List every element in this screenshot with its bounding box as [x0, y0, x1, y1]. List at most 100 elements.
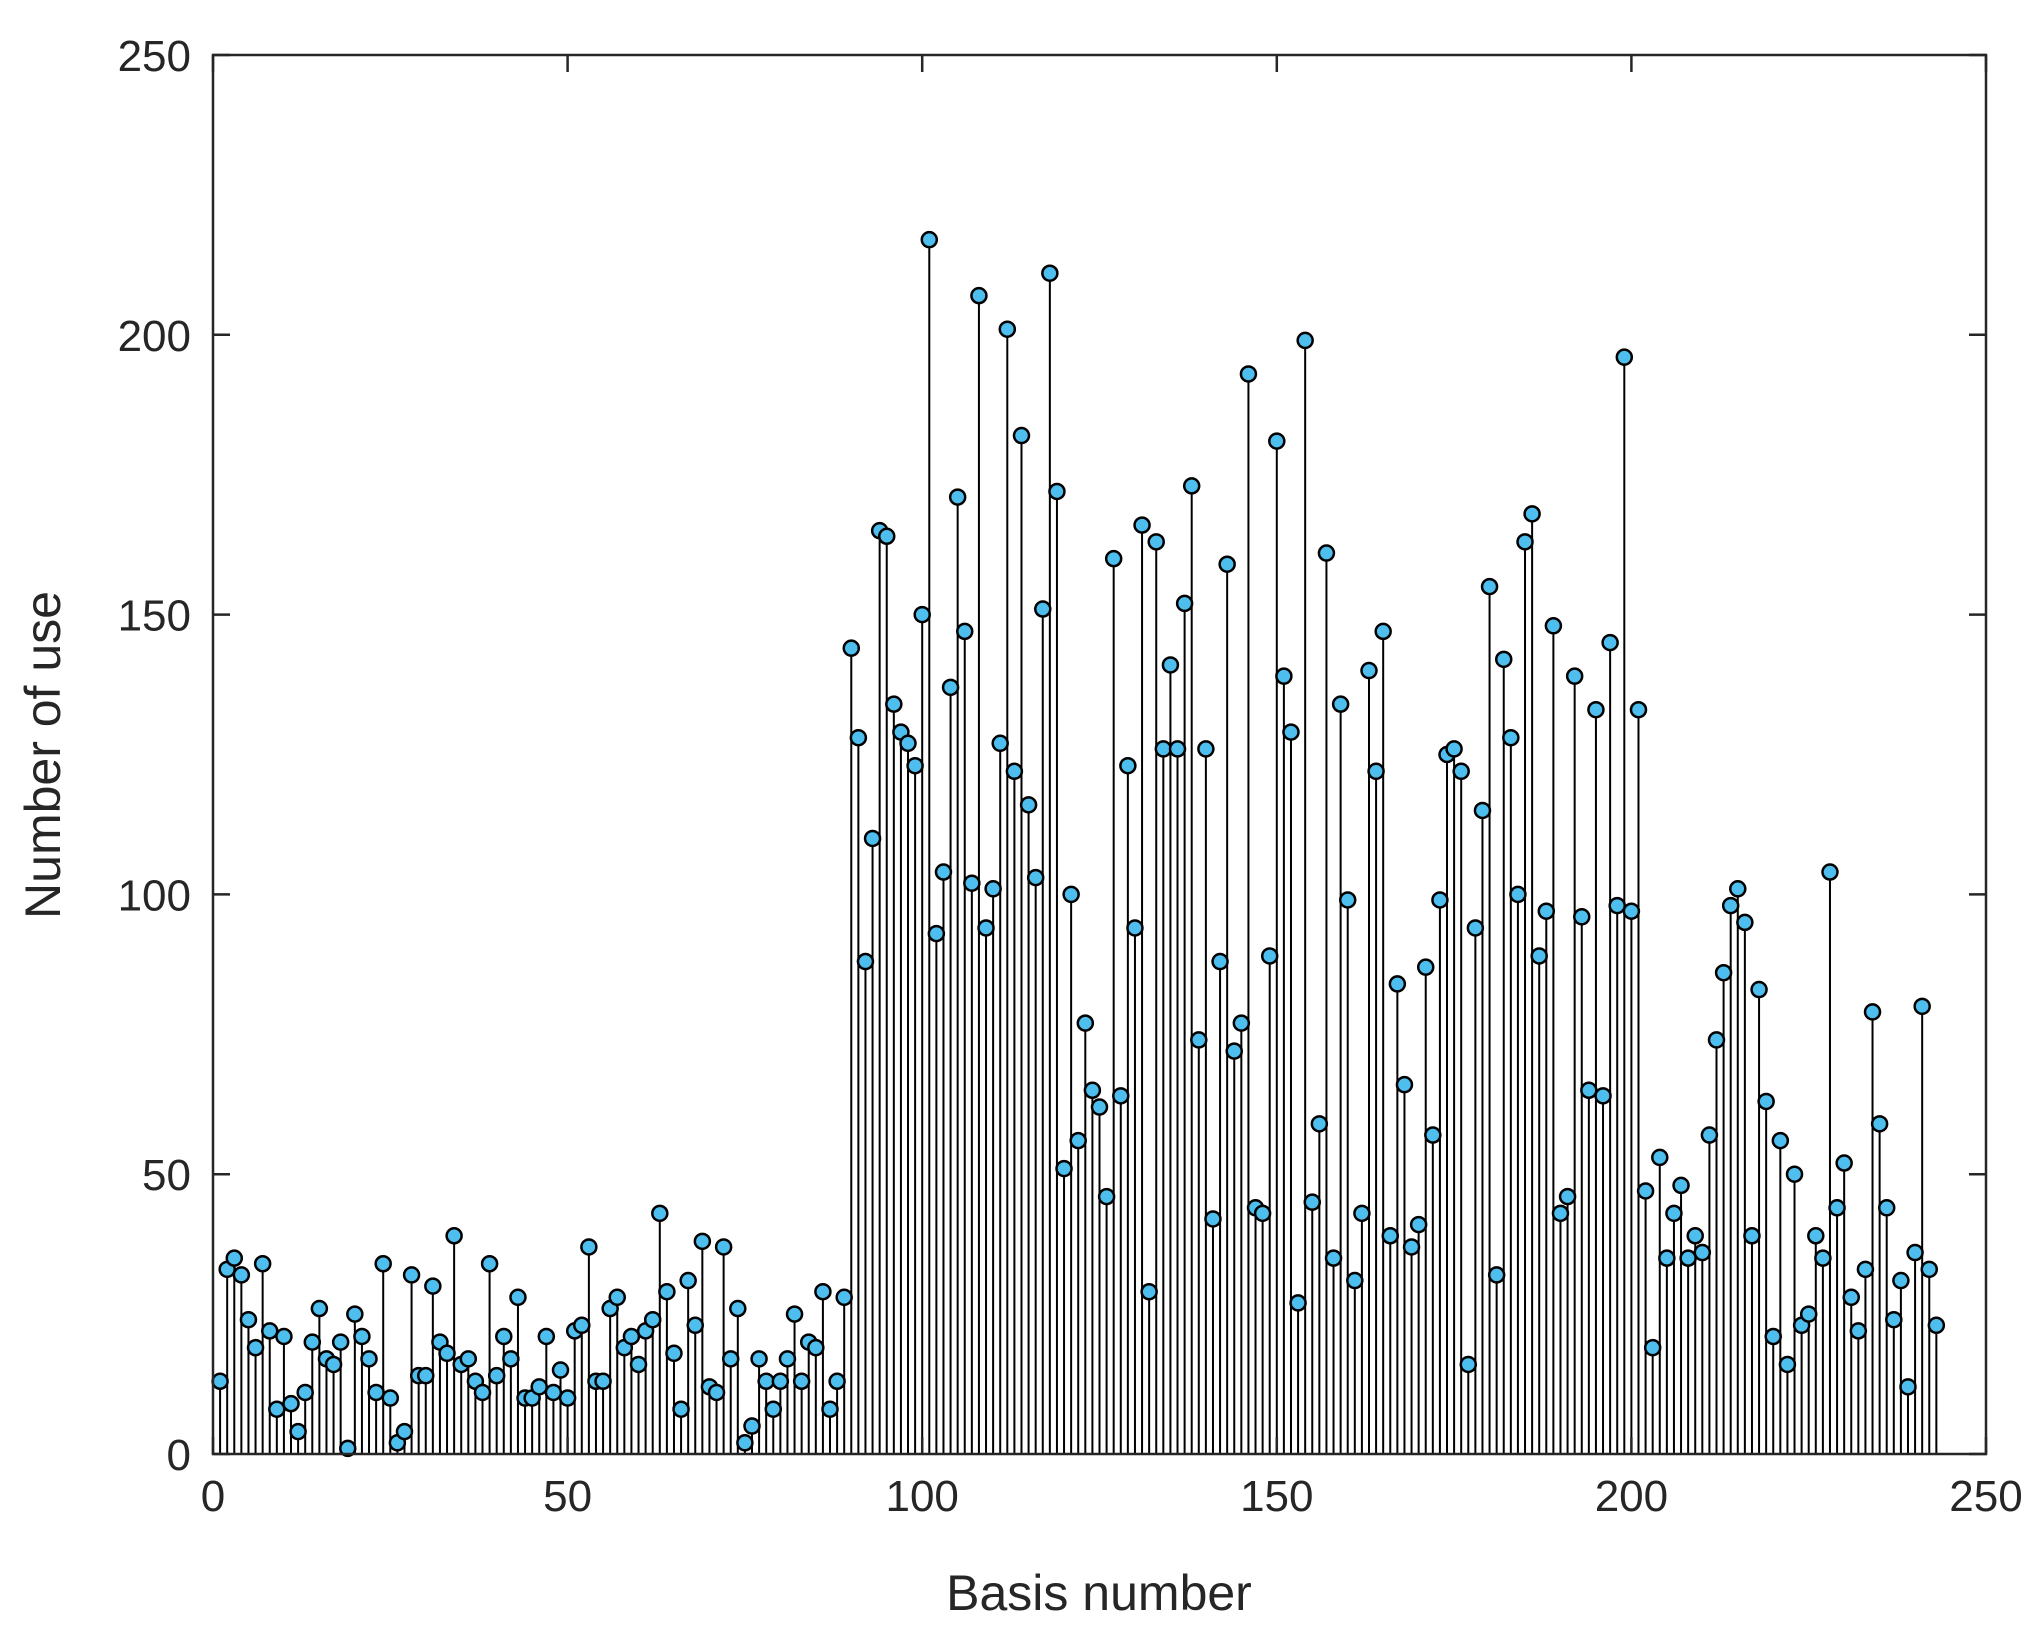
- stem-marker: [509, 1288, 527, 1307]
- stem-marker: [963, 874, 981, 892]
- stem-marker: [750, 1350, 768, 1368]
- stem-marker: [1069, 1131, 1087, 1150]
- stem-marker: [1615, 348, 1634, 366]
- stem-marker: [225, 1249, 244, 1267]
- stem-marker: [1402, 1238, 1421, 1256]
- y-tick-label: 150: [118, 592, 191, 641]
- stem-marker: [1260, 947, 1279, 965]
- stem-marker: [1076, 1014, 1095, 1032]
- y-tick-label: 100: [118, 871, 191, 920]
- stem-marker: [1012, 426, 1031, 445]
- stem-marker: [1034, 600, 1052, 618]
- stem-marker: [1204, 1210, 1222, 1228]
- stem-marker: [232, 1266, 251, 1284]
- stem-marker: [346, 1305, 364, 1323]
- stem-marker: [1381, 1227, 1400, 1245]
- stem-marker: [1480, 577, 1499, 596]
- stem-series: [219, 239, 1938, 1454]
- stem-marker: [821, 1400, 839, 1418]
- stem-marker: [1346, 1271, 1364, 1290]
- stem-marker: [877, 527, 896, 546]
- stem-marker: [1331, 695, 1350, 713]
- stem-marker: [984, 880, 1002, 898]
- stem-marker: [1289, 1294, 1307, 1312]
- stem-marker: [1487, 1266, 1506, 1284]
- stem-marker: [778, 1350, 797, 1368]
- stem-marker: [1182, 477, 1201, 495]
- stem-marker: [1360, 661, 1378, 680]
- stem-marker: [665, 1344, 683, 1363]
- tick-marks: [211, 53, 1988, 1456]
- stem-marker: [1679, 1249, 1697, 1267]
- stem-marker: [1466, 919, 1485, 937]
- stem-marker: [1218, 555, 1236, 573]
- stem-marker: [1636, 1182, 1655, 1200]
- stem-marker: [1714, 963, 1733, 982]
- stem-marker: [1778, 1355, 1797, 1374]
- stem-marker: [1785, 1165, 1804, 1183]
- stem-marker: [1920, 1260, 1939, 1279]
- stem-marker: [913, 605, 931, 624]
- stem-marker: [303, 1333, 322, 1351]
- y-tick-label: 200: [118, 312, 191, 361]
- stem-marker: [551, 1361, 570, 1379]
- stem-marker: [282, 1394, 300, 1413]
- stem-marker: [260, 1322, 279, 1340]
- stem-marker: [1253, 1204, 1272, 1223]
- stem-marker: [1168, 740, 1187, 758]
- y-tick-label: 250: [118, 32, 191, 81]
- axes-box: [211, 53, 1988, 1456]
- stem-marker: [395, 1422, 414, 1441]
- stem-marker: [1608, 896, 1626, 915]
- stem-marker: [920, 230, 939, 249]
- stem-marker: [1927, 1316, 1946, 1335]
- stem-marker: [1190, 1031, 1208, 1049]
- stem-marker: [1899, 1378, 1917, 1396]
- stem-marker: [1643, 1338, 1662, 1357]
- stem-marker: [1367, 762, 1385, 781]
- stem-marker: [1395, 1075, 1414, 1094]
- stem-marker: [948, 488, 967, 506]
- stem-marker: [1161, 656, 1180, 674]
- y-tick-label: 50: [142, 1151, 191, 1200]
- stem-marker: [381, 1389, 400, 1407]
- stem-marker: [643, 1310, 662, 1329]
- stem-marker: [1672, 1176, 1690, 1195]
- stem-marker: [629, 1355, 648, 1374]
- stem-marker: [338, 1439, 357, 1458]
- stem-marker: [941, 678, 960, 697]
- stem-marker: [211, 1372, 229, 1391]
- stem-marker: [1877, 1199, 1896, 1217]
- stem-marker: [438, 1344, 456, 1363]
- stem-marker: [714, 1238, 733, 1256]
- marker-series: [211, 230, 1946, 1458]
- stem-marker: [885, 695, 903, 713]
- stem-marker: [1303, 1193, 1322, 1211]
- stem-marker: [253, 1254, 272, 1273]
- stem-marker: [1494, 650, 1513, 669]
- stem-marker: [991, 734, 1009, 753]
- stem-marker: [1565, 667, 1584, 685]
- stem-marker: [1140, 1282, 1158, 1301]
- stem-marker: [842, 639, 861, 657]
- stem-marker: [1757, 1092, 1775, 1111]
- stem-marker: [608, 1288, 626, 1307]
- stem-marker: [1239, 365, 1258, 383]
- stem-marker: [1892, 1271, 1910, 1290]
- stem-marker: [530, 1378, 548, 1396]
- stem-marker: [1296, 331, 1314, 350]
- stem-marker: [580, 1238, 598, 1256]
- stem-marker: [1005, 762, 1024, 781]
- stem-marker: [743, 1417, 761, 1435]
- stem-marker: [268, 1400, 286, 1418]
- stem-marker: [246, 1338, 265, 1357]
- stem-marker: [1913, 997, 1931, 1016]
- stem-marker: [459, 1350, 478, 1368]
- stem-marker: [1126, 919, 1144, 937]
- stem-marker: [495, 1327, 513, 1346]
- stem-marker: [757, 1372, 775, 1391]
- stem-marker: [970, 286, 988, 305]
- stem-marker: [1083, 1081, 1102, 1100]
- stem-marker: [814, 1282, 832, 1301]
- stem-marker: [1799, 1305, 1818, 1323]
